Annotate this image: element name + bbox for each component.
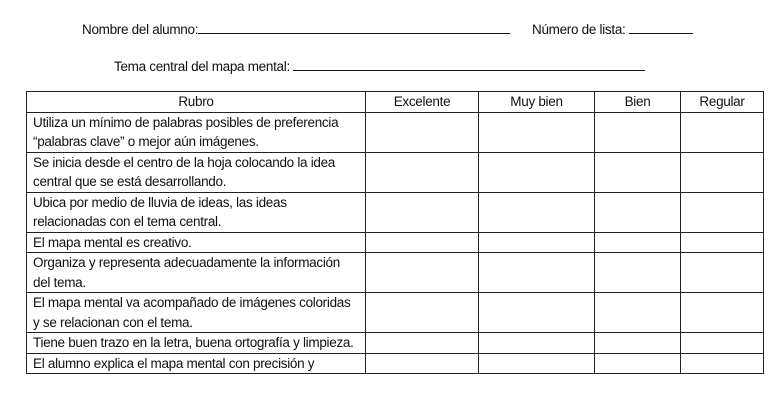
score-cell-bien[interactable] — [594, 191, 681, 233]
table-row: El mapa mental va acompañado de imágenes… — [26, 292, 764, 333]
score-cell-excelente[interactable] — [365, 151, 479, 193]
header-excelente: Excelente — [365, 91, 479, 113]
criterion-cell: El alumno explica el mapa mental con pre… — [26, 352, 366, 374]
score-cell-bien[interactable] — [594, 252, 681, 293]
criterion-cell: Utiliza un mínimo de palabras posibles d… — [26, 111, 366, 153]
score-cell-bien[interactable] — [594, 151, 681, 193]
score-cell-regular[interactable] — [680, 111, 764, 153]
score-cell-excelente[interactable] — [365, 292, 479, 333]
table-row: Tiene buen trazo en la letra, buena orto… — [26, 332, 764, 354]
score-cell-excelente[interactable] — [365, 191, 479, 233]
topic-field[interactable]: Tema central del mapa mental: — [114, 58, 646, 74]
topic-label: Tema central del mapa mental: — [114, 59, 290, 74]
table-row: Ubica por medio de lluvia de ideas, las … — [26, 191, 764, 233]
score-cell-excelente[interactable] — [365, 352, 479, 374]
score-cell-regular[interactable] — [680, 252, 764, 293]
score-cell-excelente[interactable] — [365, 111, 479, 153]
student-name-blank[interactable] — [198, 21, 511, 34]
score-cell-regular[interactable] — [680, 332, 764, 354]
score-cell-muy-bien[interactable] — [478, 191, 595, 233]
table-row: Utiliza un mínimo de palabras posibles d… — [26, 111, 764, 153]
score-cell-regular[interactable] — [680, 231, 764, 253]
score-cell-bien[interactable] — [594, 352, 681, 374]
criterion-cell: Tiene buen trazo en la letra, buena orto… — [26, 332, 366, 354]
list-number-label: Número de lista: — [532, 22, 626, 37]
table-row: El mapa mental es creativo. — [26, 231, 764, 253]
list-number-field[interactable]: Número de lista: — [532, 21, 693, 37]
criterion-cell: El mapa mental es creativo. — [26, 231, 366, 253]
score-cell-bien[interactable] — [594, 292, 681, 333]
header-rubro: Rubro — [26, 91, 366, 113]
score-cell-regular[interactable] — [680, 151, 764, 193]
table-row: El alumno explica el mapa mental con pre… — [26, 352, 764, 374]
header-row: Rubro Excelente Muy bien Bien Regular — [26, 91, 764, 113]
header-regular: Regular — [680, 91, 764, 113]
score-cell-excelente[interactable] — [365, 252, 479, 293]
score-cell-bien[interactable] — [594, 332, 681, 354]
score-cell-bien[interactable] — [594, 111, 681, 153]
score-cell-excelente[interactable] — [365, 332, 479, 354]
score-cell-muy-bien[interactable] — [478, 151, 595, 193]
criterion-cell: El mapa mental va acompañado de imágenes… — [26, 292, 366, 333]
rubric-table: Rubro Excelente Muy bien Bien Regular Ut… — [26, 91, 764, 374]
criterion-cell: Ubica por medio de lluvia de ideas, las … — [26, 191, 366, 233]
topic-blank[interactable] — [293, 58, 646, 71]
score-cell-muy-bien[interactable] — [478, 352, 595, 374]
score-cell-muy-bien[interactable] — [478, 332, 595, 354]
score-cell-muy-bien[interactable] — [478, 111, 595, 153]
student-name-field[interactable]: Nombre del alumno: — [82, 21, 511, 37]
list-number-blank[interactable] — [628, 21, 693, 34]
score-cell-regular[interactable] — [680, 191, 764, 233]
score-cell-regular[interactable] — [680, 352, 764, 374]
header-muy-bien: Muy bien — [478, 91, 595, 113]
student-name-label: Nombre del alumno: — [82, 22, 199, 37]
criterion-cell: Organiza y representa adecuadamente la i… — [26, 252, 366, 293]
score-cell-muy-bien[interactable] — [478, 252, 595, 293]
table-row: Se inicia desde el centro de la hoja col… — [26, 151, 764, 193]
score-cell-muy-bien[interactable] — [478, 231, 595, 253]
table-row: Organiza y representa adecuadamente la i… — [26, 252, 764, 293]
header-bien: Bien — [594, 91, 681, 113]
score-cell-bien[interactable] — [594, 231, 681, 253]
score-cell-excelente[interactable] — [365, 231, 479, 253]
criterion-cell: Se inicia desde el centro de la hoja col… — [26, 151, 366, 193]
score-cell-regular[interactable] — [680, 292, 764, 333]
score-cell-muy-bien[interactable] — [478, 292, 595, 333]
